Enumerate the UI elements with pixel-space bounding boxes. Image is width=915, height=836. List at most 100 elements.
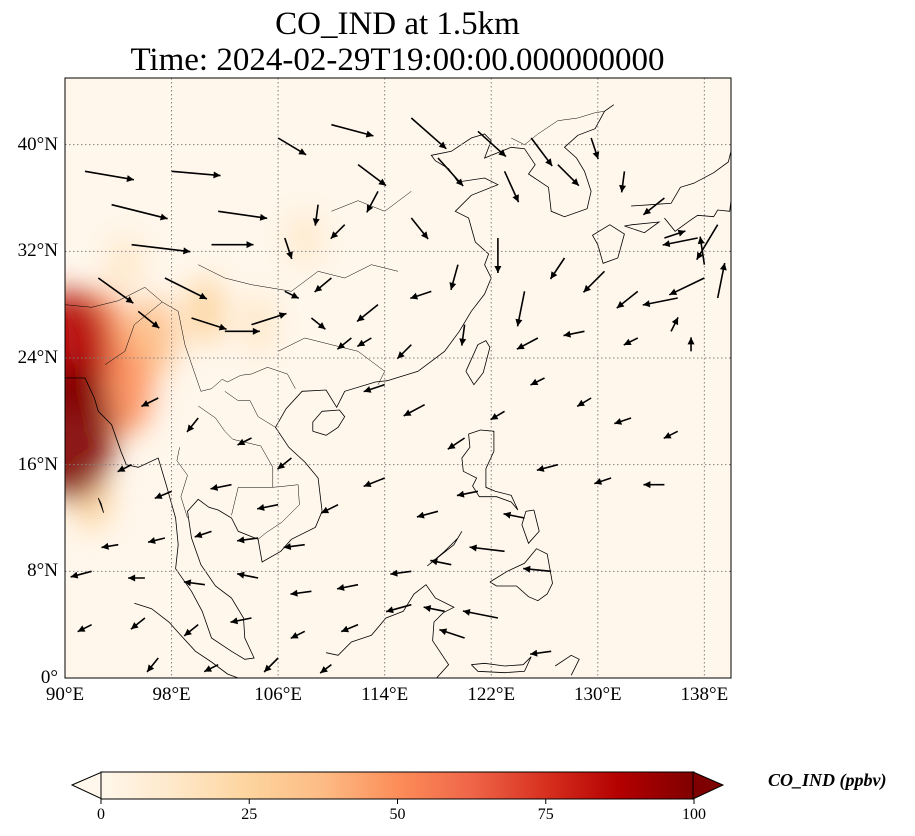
wind-arrow [290,589,312,597]
coastline-segment [65,104,615,660]
wind-arrow [366,190,379,213]
wind-arrow [642,297,678,308]
wind-arrow [430,558,452,566]
wind-arrow [319,664,332,674]
wind-arrow [423,605,445,613]
colorbar-extend-max [692,771,725,800]
wind-arrow [396,344,412,360]
border-segment [198,405,274,516]
wind-arrow [230,617,252,625]
wind-arrow [224,327,260,335]
wind-arrow [477,130,507,158]
border-segment [65,287,163,308]
wind-arrow [236,571,259,579]
border-segment [257,484,300,540]
wind-arrow [183,579,205,587]
wind-arrow [137,310,160,329]
wind-arrow [117,463,132,473]
wind-arrow [363,383,385,393]
coastline-segment [312,409,346,436]
wind-arrow [490,410,505,421]
x-tick-label: 90°E [45,684,85,705]
wind-arrow [154,490,172,500]
wind-arrow [331,123,374,138]
wind-arrow [503,171,520,203]
wind-arrow [314,277,332,293]
border-segment [198,264,399,292]
wind-arrow [312,204,320,226]
wind-arrow [456,490,479,498]
wind-arrow [237,437,252,446]
wind-arrow [356,304,379,323]
wind-arrow [459,324,467,346]
wind-arrow [549,257,566,280]
border-segment [277,337,386,385]
colorbar-tick-label: 75 [537,806,554,823]
wind-arrow [663,430,679,440]
wind-arrow [669,277,705,296]
colorbar-extend-min [70,771,103,800]
wind-arrow [515,291,526,327]
wind-arrow [356,337,372,348]
wind-arrow [70,570,92,579]
x-tick-label: 138°E [680,684,729,705]
wind-arrow [211,241,254,249]
wind-arrow [582,270,606,293]
wind-arrow [642,197,665,216]
wind-arrow [191,317,227,331]
wind-arrow [111,203,168,221]
wind-arrow [614,417,632,425]
y-tick-label: 32°N [17,240,58,262]
coastline-segment [554,654,580,676]
x-tick-label: 114°E [361,684,409,705]
wind-arrow [469,544,505,553]
wind-arrow [283,543,305,551]
wind-arrow [336,337,352,350]
wind-arrow [536,463,559,472]
border-segment [224,391,276,428]
map-background [65,78,731,678]
border-segment [176,447,188,519]
wind-arrow [183,624,199,637]
wind-arrow [449,264,459,291]
wind-arrow [290,630,306,640]
x-tick-label: 98°E [152,684,191,705]
wind-arrow [330,224,346,240]
wind-arrow [643,481,665,489]
wind-arrow [130,617,146,630]
wind-arrow [523,565,552,573]
wind-arrow [619,171,627,193]
wind-arrow [416,510,439,519]
y-tick-label: 16°N [17,453,58,475]
co-concentration-field [65,210,322,531]
coastline-segment [97,497,104,513]
wind-arrow [716,262,727,299]
coastline-segment [471,656,532,674]
wind-arrow [84,170,135,183]
colorbar-tick-label: 100 [682,806,706,823]
border-segment [331,191,412,212]
wind-arrow [695,224,719,261]
wind-arrow [310,317,326,330]
co-plume [65,362,115,501]
colorbar-body [100,771,695,800]
wind-arrow [687,337,695,352]
co-plume [184,277,226,345]
wind-arrow [218,210,268,221]
wind-arrow [530,137,553,167]
wind-arrow [447,437,466,450]
coastline-segment [427,531,463,567]
x-tick-label: 122°E [467,684,516,705]
y-tick-label: 8°N [27,560,58,582]
wind-arrow [697,236,706,265]
wind-arrow [340,623,359,633]
wind-arrow [563,330,585,338]
wind-arrow [530,377,545,386]
colorbar-tick-marks [100,799,695,804]
y-tick-label: 40°N [17,133,58,155]
wind-arrow [410,117,447,150]
wind-arrow [530,649,552,657]
x-tick-label: 106°E [254,684,302,705]
wind-arrow [516,337,539,350]
wind-arrow [623,337,639,346]
